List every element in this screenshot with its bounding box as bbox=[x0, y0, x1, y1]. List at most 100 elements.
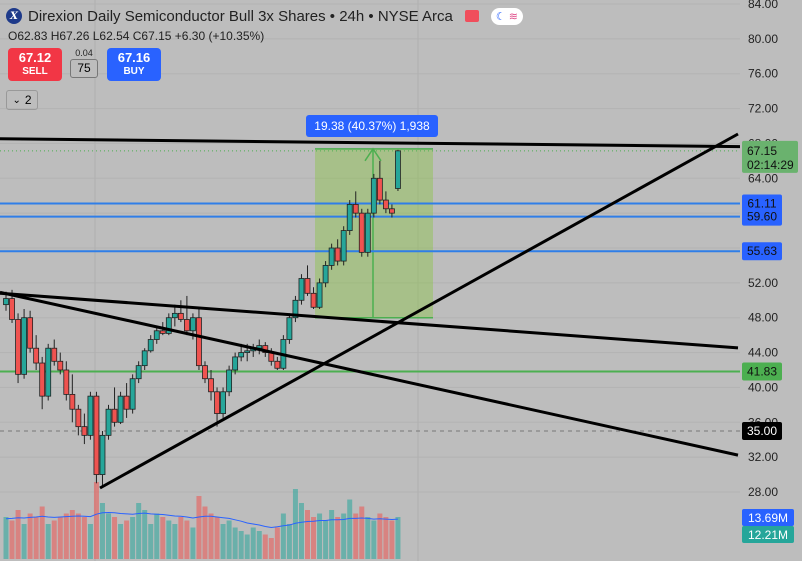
volume-bar bbox=[238, 531, 244, 559]
candle bbox=[322, 261, 329, 288]
volume-bar bbox=[329, 510, 335, 559]
candle bbox=[183, 295, 190, 336]
candle bbox=[286, 313, 293, 344]
volume-bar bbox=[106, 513, 112, 559]
candle bbox=[395, 149, 401, 192]
price-tick-label: 48.00 bbox=[748, 311, 778, 325]
price-label: 59.60 bbox=[742, 207, 782, 226]
volume-bar bbox=[323, 520, 329, 559]
candle bbox=[69, 374, 76, 423]
candle-body bbox=[389, 208, 395, 214]
volume-bar bbox=[389, 520, 395, 559]
candle-body bbox=[93, 395, 100, 475]
symbol-title[interactable]: Direxion Daily Semiconductor Bull 3x Sha… bbox=[28, 7, 453, 25]
volume-bar bbox=[136, 503, 142, 559]
volume-bar bbox=[75, 513, 81, 559]
candle-body bbox=[220, 391, 226, 414]
candle-body bbox=[117, 395, 124, 423]
candle bbox=[208, 370, 214, 401]
countdown-text: 02:14:29 bbox=[747, 158, 794, 172]
volume-bar bbox=[286, 524, 292, 559]
price-label-text: 55.63 bbox=[747, 244, 777, 258]
flag-icon[interactable] bbox=[464, 10, 479, 22]
price-tick-label: 44.00 bbox=[748, 346, 778, 360]
candle bbox=[141, 348, 148, 371]
volume-bar bbox=[347, 499, 353, 559]
volume-bar bbox=[99, 503, 105, 559]
volume-bar bbox=[124, 520, 130, 559]
indicators-collapse-button[interactable]: ⌄ 2 bbox=[6, 90, 38, 110]
sell-label: SELL bbox=[22, 66, 48, 77]
volume-bar bbox=[160, 517, 166, 559]
ohlc-readout: O62.83 H67.26 L62.54 C67.15 +6.30 (+10.3… bbox=[8, 29, 265, 43]
candle bbox=[129, 374, 136, 414]
volume-bar bbox=[262, 534, 268, 559]
volume-bar bbox=[214, 517, 220, 559]
candle-body bbox=[183, 319, 190, 332]
candle bbox=[376, 160, 383, 205]
candle-body bbox=[334, 247, 341, 262]
candle-body bbox=[244, 350, 251, 353]
candle bbox=[316, 278, 323, 310]
volume-bar bbox=[298, 503, 304, 559]
candle bbox=[51, 339, 58, 366]
volume-bar bbox=[292, 489, 298, 559]
candle bbox=[196, 309, 202, 371]
price-label-text: 41.83 bbox=[747, 364, 777, 378]
sell-button[interactable]: 67.12 SELL bbox=[8, 48, 62, 81]
candle bbox=[153, 326, 160, 344]
volume-pane bbox=[3, 482, 401, 559]
symbol-logo-icon: X bbox=[6, 8, 22, 24]
candle bbox=[15, 313, 21, 384]
candle bbox=[304, 265, 311, 296]
candle bbox=[171, 304, 178, 327]
volume-bar bbox=[148, 524, 154, 559]
candle bbox=[87, 391, 94, 440]
volume-bar bbox=[63, 513, 69, 559]
candle-body bbox=[3, 298, 9, 306]
symbol-header: X Direxion Daily Semiconductor Bull 3x S… bbox=[6, 6, 523, 26]
volume-bar bbox=[51, 520, 57, 559]
candle-body bbox=[316, 282, 323, 308]
volume-bar bbox=[365, 517, 371, 559]
price-tick-label: 32.00 bbox=[748, 450, 778, 464]
volume-bar bbox=[371, 520, 377, 559]
market-status-pill[interactable]: ☾ ≋ bbox=[490, 7, 523, 25]
candle-body bbox=[147, 339, 154, 352]
candle bbox=[63, 361, 70, 401]
candle-body bbox=[165, 317, 172, 334]
trendline bbox=[0, 290, 739, 457]
candle-body bbox=[75, 408, 82, 428]
price-tick-label: 40.00 bbox=[748, 380, 778, 394]
candle-body bbox=[45, 347, 52, 397]
candle bbox=[214, 387, 220, 427]
volume-label-text: 12.21M bbox=[748, 528, 788, 542]
price-label-text: 59.60 bbox=[747, 210, 777, 224]
buy-button[interactable]: 67.16 BUY bbox=[107, 48, 161, 81]
volume-bar bbox=[27, 513, 33, 559]
candle bbox=[280, 335, 287, 371]
buy-price: 67.16 bbox=[117, 50, 151, 65]
candle bbox=[358, 208, 365, 257]
trendline bbox=[99, 132, 739, 490]
candle bbox=[292, 295, 299, 323]
price-label-bg bbox=[742, 207, 782, 226]
wave-icon: ≋ bbox=[508, 10, 518, 23]
candle bbox=[232, 352, 239, 375]
candle-body bbox=[99, 434, 106, 475]
candle-body bbox=[105, 408, 112, 436]
trendlines bbox=[0, 132, 741, 490]
volume-bar bbox=[81, 517, 87, 559]
candle bbox=[340, 226, 347, 266]
candle bbox=[75, 404, 82, 436]
candle bbox=[123, 383, 130, 418]
candle bbox=[93, 391, 100, 484]
candle-body bbox=[238, 352, 245, 358]
candle-body bbox=[21, 317, 27, 375]
candle bbox=[111, 387, 118, 427]
candle-body bbox=[141, 350, 148, 367]
volume-bar bbox=[317, 513, 323, 559]
price-tick-label: 80.00 bbox=[748, 32, 778, 46]
